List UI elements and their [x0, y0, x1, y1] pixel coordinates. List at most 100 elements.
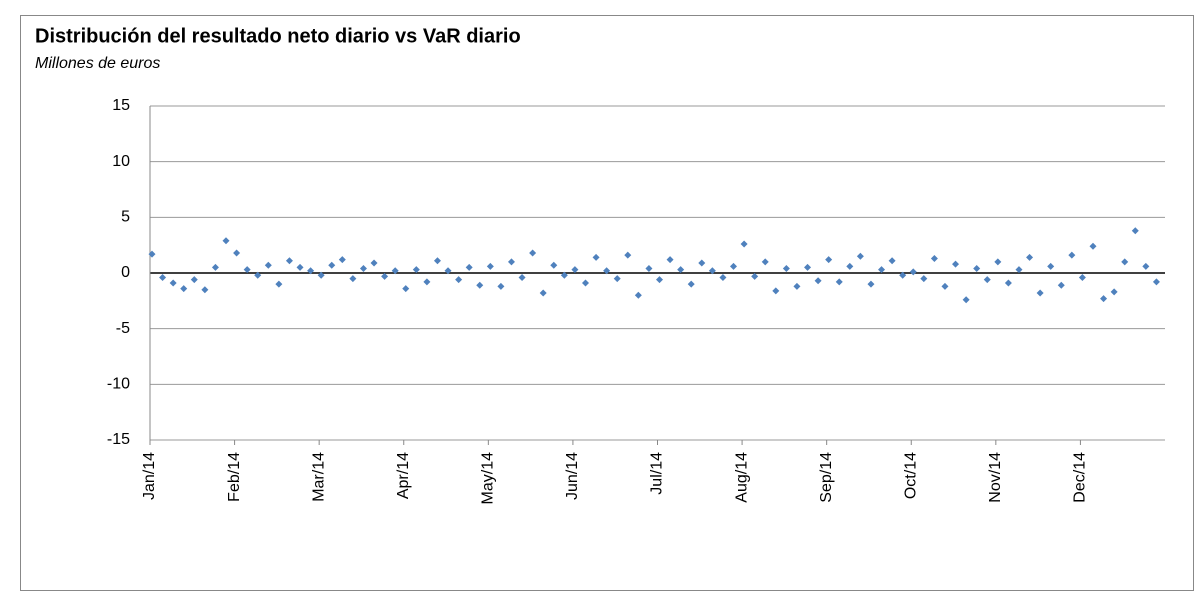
result-point: [307, 267, 315, 275]
result-point: [867, 280, 875, 288]
result-point: [761, 258, 769, 266]
x-tick-label: Mar/14: [310, 452, 327, 502]
result-point: [687, 280, 695, 288]
result-point: [476, 281, 484, 289]
result-point: [708, 267, 716, 275]
chart-title: Distribución del resultado neto diario v…: [35, 25, 521, 47]
result-point: [169, 279, 177, 287]
result-point: [560, 271, 568, 279]
result-point: [1089, 242, 1097, 250]
result-point: [804, 263, 812, 271]
result-point: [148, 250, 156, 258]
result-point: [328, 261, 336, 269]
result-point: [507, 258, 515, 266]
x-tick-label: Aug/14: [733, 452, 750, 503]
result-point: [381, 272, 389, 280]
result-point: [455, 276, 463, 284]
result-point: [391, 267, 399, 275]
result-point: [465, 263, 473, 271]
x-tick-label: Nov/14: [987, 452, 1004, 503]
y-tick-label: 0: [121, 264, 130, 281]
result-point: [751, 272, 759, 280]
result-point: [1152, 278, 1160, 286]
result-point: [656, 276, 663, 284]
result-point: [550, 261, 558, 269]
result-point: [1047, 262, 1055, 270]
result-point: [782, 265, 790, 273]
result-point: [592, 253, 600, 261]
result-point: [518, 273, 526, 281]
result-point: [624, 251, 632, 259]
y-tick-label: -5: [116, 320, 130, 337]
result-point: [581, 279, 589, 287]
result-point: [233, 249, 241, 257]
x-tick-label: Jul/14: [649, 452, 666, 495]
result-point: [772, 287, 780, 295]
result-point: [1036, 289, 1044, 297]
result-point: [793, 282, 801, 290]
result-point: [1110, 288, 1118, 296]
result-point: [856, 252, 864, 260]
result-point: [666, 256, 674, 264]
y-tick-label: 10: [112, 153, 130, 170]
result-point: [677, 266, 685, 274]
result-point: [1015, 266, 1023, 274]
result-point: [159, 273, 167, 281]
result-point: [529, 249, 537, 257]
result-point: [180, 285, 188, 293]
result-point: [275, 280, 283, 288]
x-tick-label: Apr/14: [395, 452, 412, 499]
result-point: [846, 262, 854, 270]
result-point: [909, 268, 917, 276]
result-point: [983, 276, 991, 284]
result-point: [941, 282, 949, 290]
result-point: [1004, 279, 1012, 287]
result-point: [349, 275, 357, 283]
result-point: [814, 277, 822, 285]
result-point: [952, 260, 960, 268]
result-point: [296, 263, 304, 271]
result-point: [571, 266, 579, 274]
result-point: [962, 296, 970, 304]
result-point: [888, 257, 896, 265]
x-tick-label: Jun/14: [564, 452, 581, 500]
result-point: [930, 255, 938, 263]
result-point: [264, 261, 272, 269]
result-point: [317, 271, 325, 279]
chart-frame: [20, 15, 1194, 591]
result-point: [730, 262, 738, 270]
result-point: [338, 256, 346, 264]
result-point: [899, 271, 907, 279]
x-tick-label: Dec/14: [1072, 452, 1089, 503]
result-point: [994, 258, 1002, 266]
result-point: [1142, 262, 1150, 270]
result-point: [222, 237, 230, 245]
result-point: [878, 266, 886, 274]
result-point: [835, 278, 843, 286]
result-point: [740, 240, 748, 248]
y-tick-label: 15: [112, 97, 130, 114]
result-point: [359, 265, 367, 273]
x-tick-label: Oct/14: [902, 452, 919, 499]
result-point: [719, 273, 727, 281]
result-point: [370, 259, 378, 267]
result-point: [1131, 227, 1139, 235]
result-point: [698, 259, 706, 267]
result-point: [433, 257, 441, 265]
x-tick-label: Jan/14: [141, 452, 158, 500]
result-point: [254, 271, 262, 279]
result-point: [973, 265, 981, 273]
result-point: [423, 278, 431, 286]
result-point: [1068, 251, 1076, 259]
y-tick-label: 5: [121, 209, 130, 226]
y-tick-label: -10: [107, 376, 130, 393]
y-tick-label: -15: [107, 431, 130, 448]
result-point: [486, 262, 494, 270]
x-tick-label: Feb/14: [226, 452, 243, 502]
result-point: [190, 276, 198, 284]
result-point: [412, 266, 420, 274]
result-point: [285, 257, 293, 265]
result-point: [603, 267, 611, 275]
result-point: [645, 265, 653, 273]
